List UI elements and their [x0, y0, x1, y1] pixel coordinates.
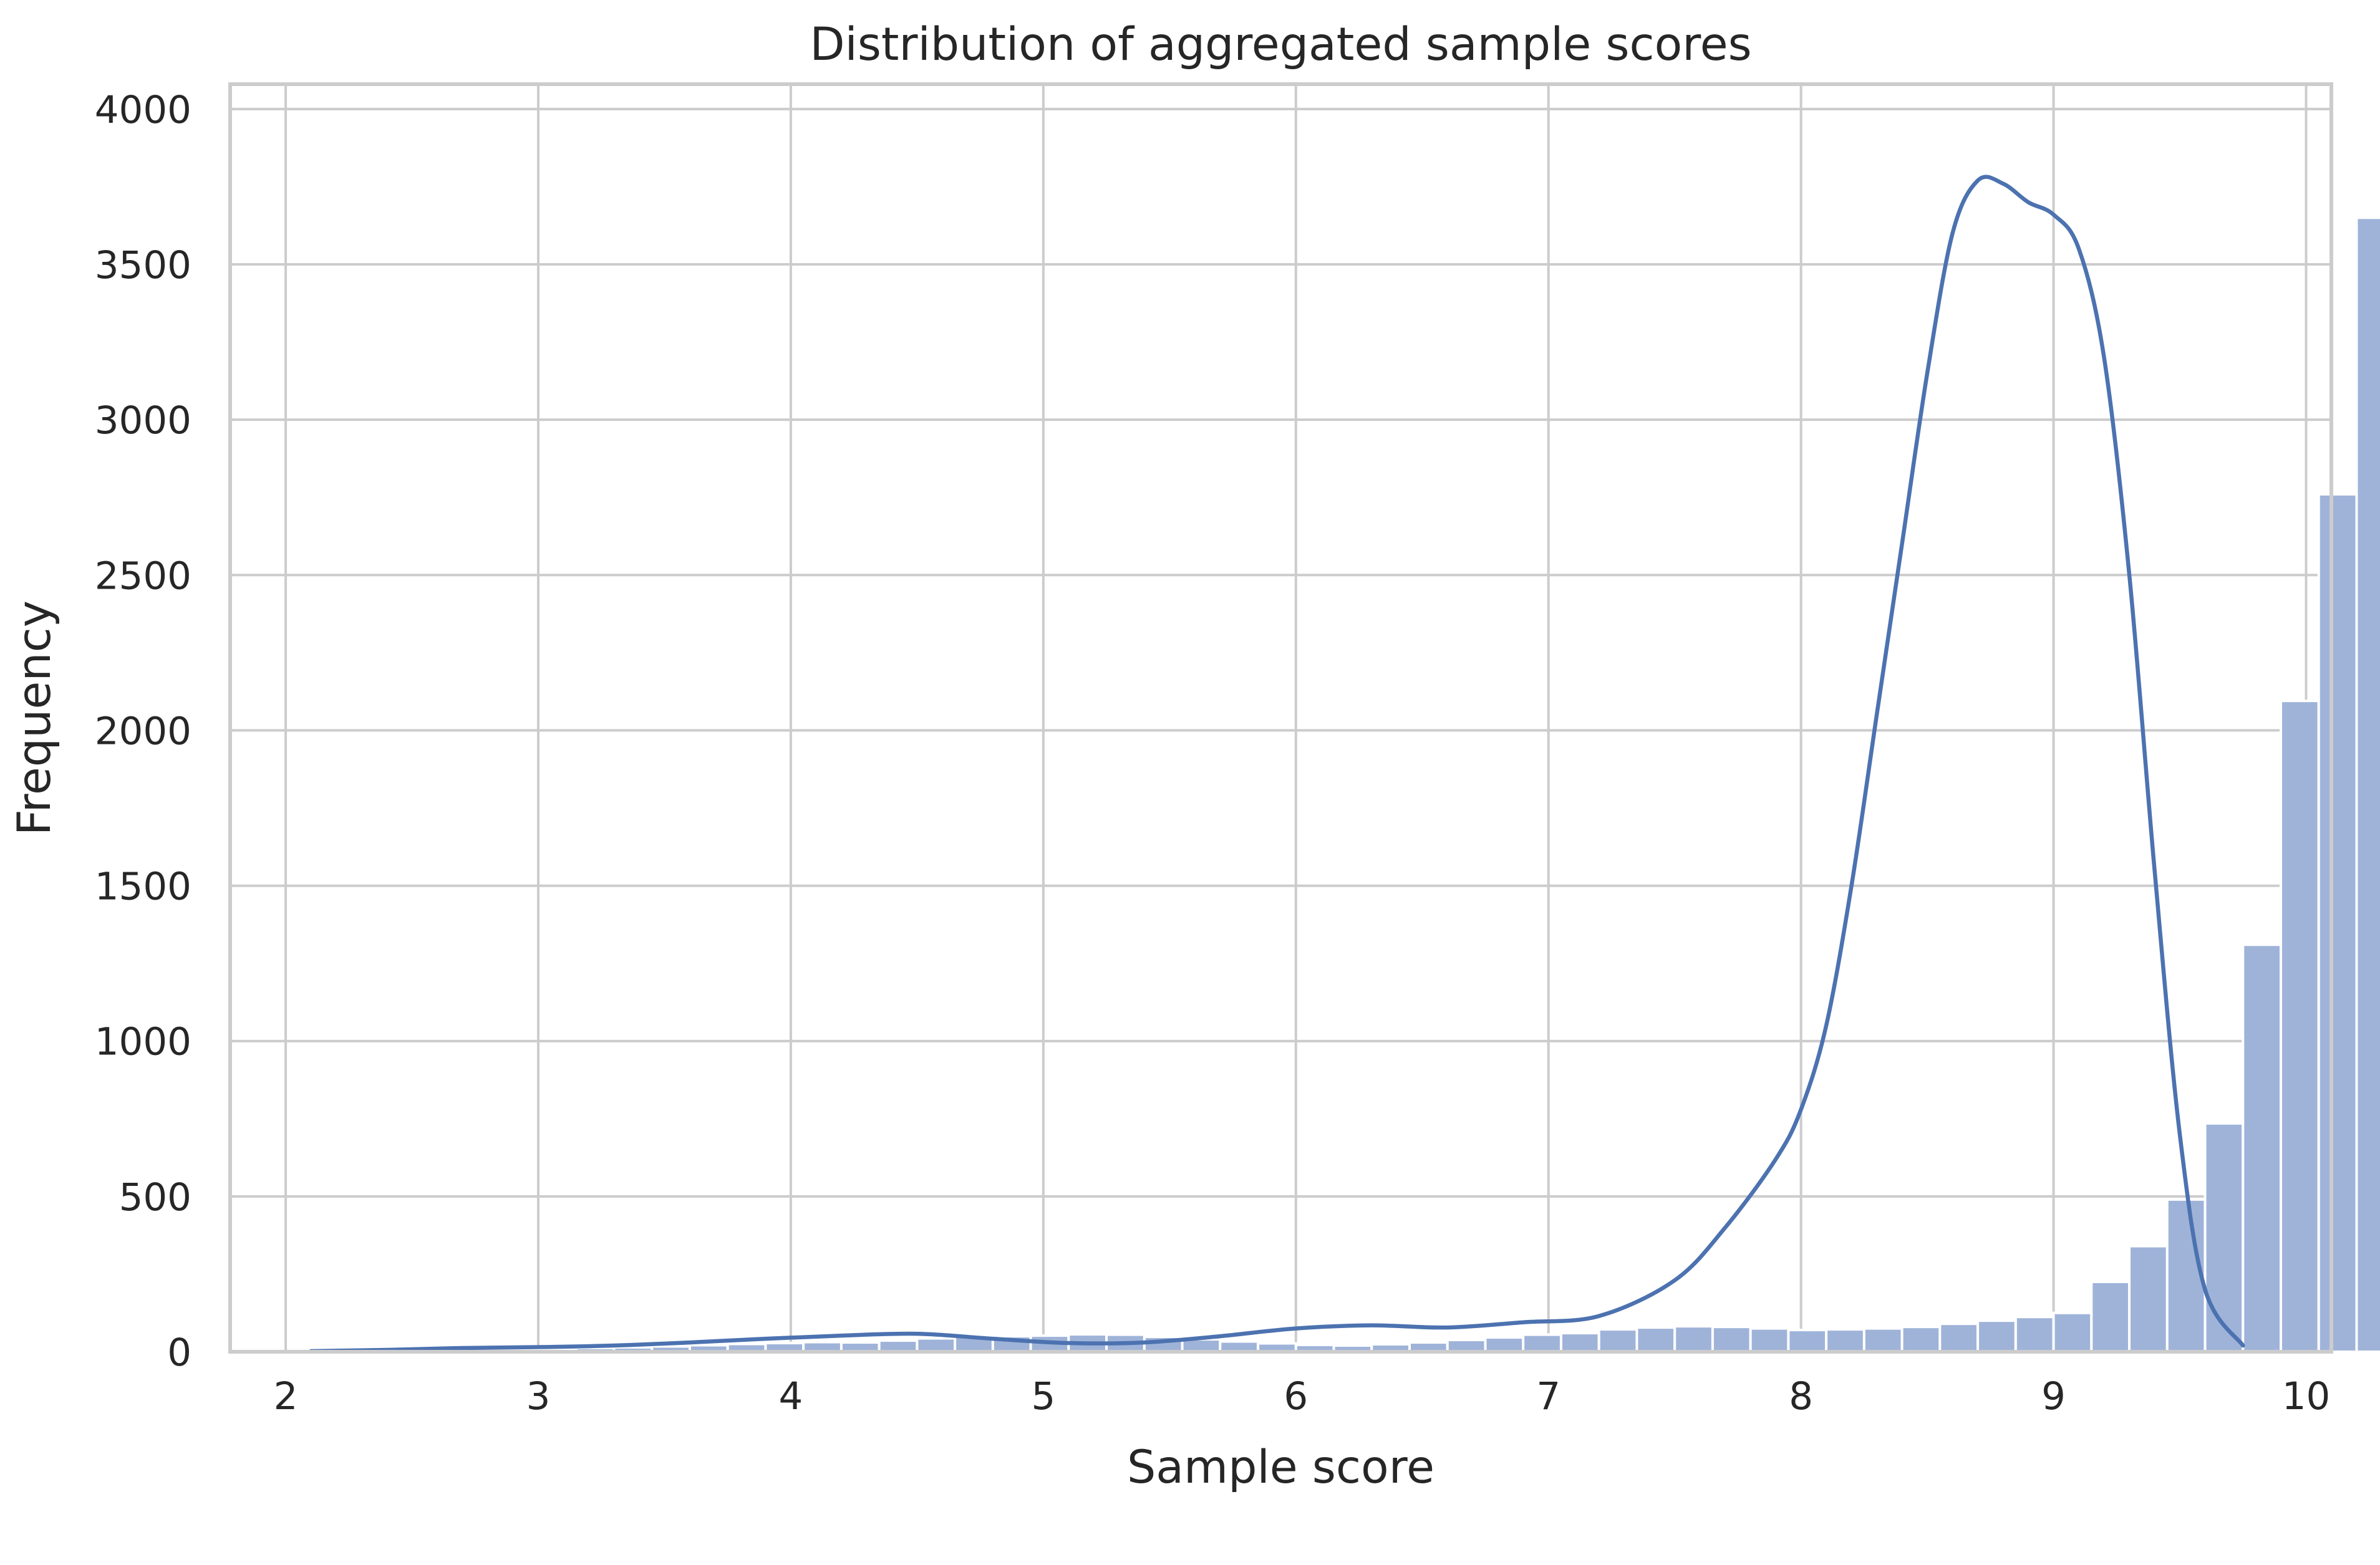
y-tick-label: 500 [119, 1175, 191, 1220]
plot-frame [228, 82, 2333, 1354]
y-tick-label: 3500 [95, 243, 191, 287]
x-tick-label: 6 [1284, 1374, 1308, 1418]
x-tick-label: 4 [779, 1374, 803, 1418]
histogram-bar [2203, 1122, 2245, 1353]
histogram-bar [1711, 1326, 1752, 1353]
histogram-bar [1559, 1332, 1600, 1354]
histogram-bar [2317, 493, 2358, 1353]
chart-title: Distribution of aggregated sample scores [810, 18, 1751, 71]
histogram-bar [2014, 1316, 2055, 1353]
histogram-bar [2280, 700, 2320, 1353]
y-tick-label: 2500 [95, 554, 191, 598]
x-tick-label: 3 [526, 1374, 551, 1418]
x-tick-label: 8 [1789, 1374, 1813, 1418]
histogram-bar [916, 1337, 957, 1353]
x-tick-label: 2 [274, 1374, 298, 1418]
histogram-bar [1938, 1322, 1980, 1353]
y-tick-label: 1500 [95, 865, 191, 909]
y-tick-label: 3000 [95, 398, 191, 443]
histogram-bar [2090, 1280, 2131, 1353]
y-axis-label: Frequency [8, 600, 61, 835]
x-tick-label: 9 [2041, 1374, 2066, 1418]
kde-curve [309, 175, 2245, 1354]
histogram-bar [1484, 1336, 1525, 1353]
y-tick-label: 4000 [95, 88, 191, 132]
histogram-bar [1673, 1325, 1714, 1353]
y-tick-label: 0 [167, 1331, 191, 1375]
y-tick-label: 1000 [95, 1020, 191, 1064]
histogram-bar [2355, 216, 2380, 1354]
x-tick-label: 7 [1536, 1374, 1560, 1418]
tick-label-layer: 2 3 4 5 6 7 8 9 10 0 500 1000 1500 2000 2500 3000 3500 40… [95, 88, 2331, 1418]
histogram-bar [1825, 1328, 1865, 1354]
grid-layer [230, 84, 2331, 1353]
kde-layer [309, 175, 2245, 1354]
histogram-bar [1635, 1326, 1676, 1353]
histogram-bar [2242, 943, 2283, 1353]
histogram-bar [1976, 1319, 2017, 1354]
histogram-bar [2052, 1311, 2093, 1353]
bar-layer [309, 216, 2380, 1354]
histogram-bar [1522, 1333, 1562, 1354]
x-tick-label: 5 [1031, 1374, 1055, 1418]
histogram-bar [1597, 1328, 1638, 1354]
y-tick-label: 2000 [95, 709, 191, 753]
histogram-bar [1900, 1326, 1942, 1353]
x-tick-label: 10 [2282, 1374, 2331, 1418]
histogram-bar [1749, 1327, 1790, 1353]
x-axis-label: Sample score [1127, 1441, 1434, 1494]
histogram-bar [2128, 1245, 2169, 1354]
histogram-bar [1862, 1327, 1904, 1353]
histogram-bar [1787, 1329, 1828, 1354]
